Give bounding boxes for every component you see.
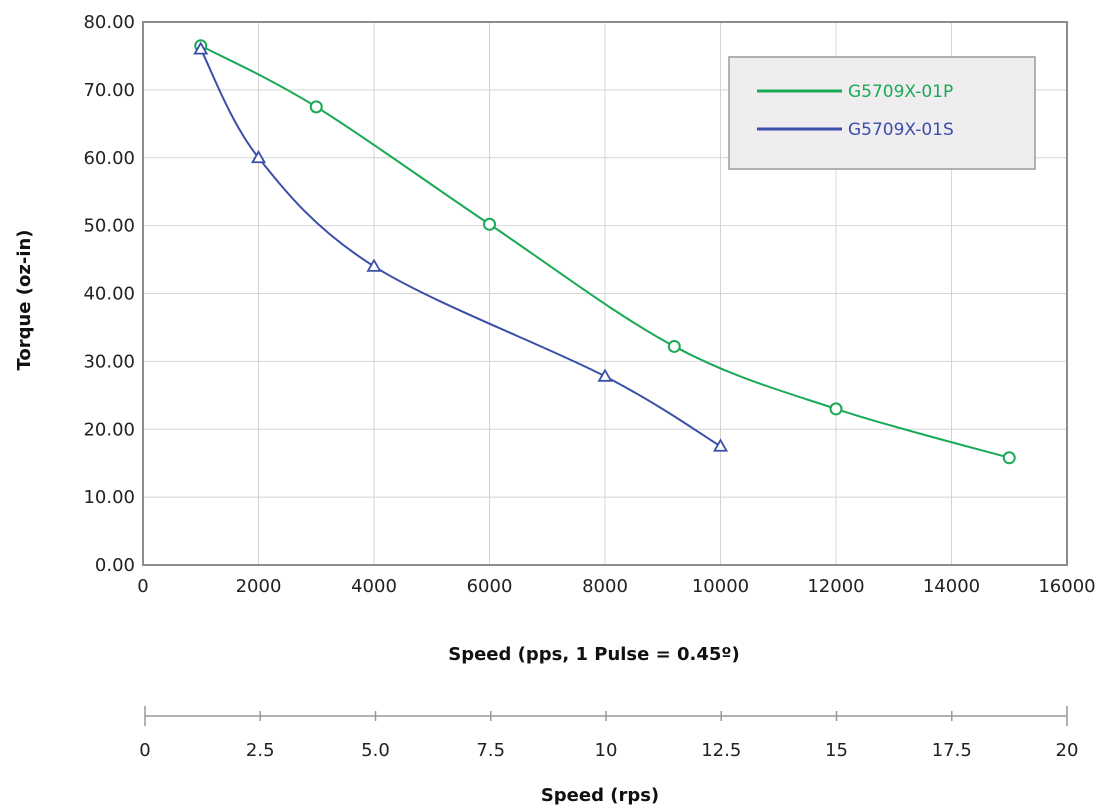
y-tick-label: 50.00 [83, 216, 135, 237]
secondary-axis-title: Speed (rps) [541, 785, 659, 806]
secondary-tick-label: 10 [595, 740, 618, 761]
data-point-g5709x-01p [483, 217, 496, 231]
secondary-tick-label: 17.5 [932, 740, 972, 761]
x-tick-label: 8000 [582, 576, 628, 597]
data-point-g5709x-01p [1002, 451, 1016, 465]
data-point-g5709x-01s [597, 368, 613, 382]
series-layer [193, 39, 1016, 465]
y-tick-label: 80.00 [83, 12, 135, 33]
secondary-tick-label: 5.0 [361, 740, 390, 761]
secondary-tick-label: 20 [1056, 740, 1079, 761]
secondary-tick-label: 15 [825, 740, 848, 761]
data-point-g5709x-01s [250, 149, 267, 164]
y-tick-label: 0.00 [95, 555, 135, 576]
x-tick-label: 6000 [467, 576, 513, 597]
y-tick-label: 40.00 [83, 284, 135, 305]
x-tick-label: 12000 [807, 576, 864, 597]
legend-label-g5709x-01s: G5709X-01S [848, 120, 954, 140]
data-point-g5709x-01s [712, 438, 729, 452]
data-point-g5709x-01s [366, 258, 382, 272]
x-tick-label: 14000 [923, 576, 980, 597]
secondary-axis: 0 2.5 5.0 7.5 10 12.5 15 17.5 20 Speed (rps) [139, 706, 1078, 806]
x-tick-label: 4000 [351, 576, 397, 597]
secondary-tick-label: 12.5 [701, 740, 741, 761]
y-axis-title: Torque (oz-in) [14, 229, 35, 370]
y-tick-label: 20.00 [83, 419, 135, 440]
series-g5709x-01s [193, 41, 729, 452]
x-axis-title: Speed (pps, 1 Pulse = 0.45º) [448, 644, 740, 665]
x-tick-labels: 0 2000 4000 6000 8000 10000 12000 14000 16000 [137, 576, 1095, 597]
secondary-tick-label: 2.5 [246, 740, 275, 761]
legend: G5709X-01P G5709X-01S [728, 56, 1036, 170]
y-tick-labels: 0.00 10.00 20.00 30.00 40.00 50.00 60.00 70.00 8… [83, 12, 135, 576]
plot-frame [142, 21, 1068, 566]
y-tick-label: 30.00 [83, 351, 135, 372]
data-point-g5709x-01p [667, 339, 681, 353]
x-tick-label: 10000 [692, 576, 749, 597]
y-tick-label: 60.00 [83, 148, 135, 169]
legend-label-g5709x-01p: G5709X-01P [848, 82, 953, 102]
x-tick-label: 0 [137, 576, 148, 597]
secondary-tick-label: 7.5 [476, 740, 505, 761]
x-tick-label: 16000 [1038, 576, 1095, 597]
series-line-g5709x-01s [199, 48, 722, 448]
data-point-g5709x-01p [309, 100, 323, 114]
data-point-g5709x-01p [829, 402, 843, 416]
data-point-g5709x-01s [193, 41, 209, 55]
y-tick-label: 70.00 [83, 80, 135, 101]
y-tick-label: 10.00 [83, 487, 135, 508]
legend-box [728, 56, 1036, 170]
secondary-tick-label: 0 [139, 740, 150, 761]
x-tick-label: 2000 [236, 576, 282, 597]
